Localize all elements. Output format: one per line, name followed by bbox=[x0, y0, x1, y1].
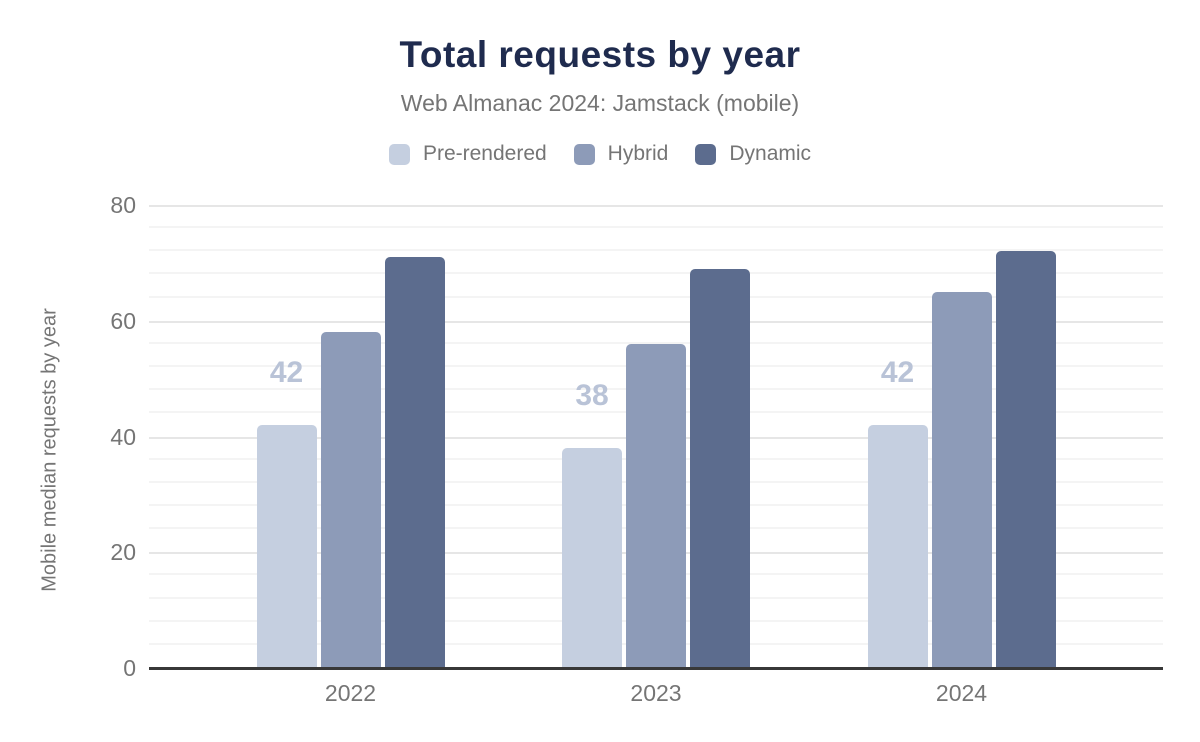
y-axis-title: Mobile median requests by year bbox=[38, 308, 61, 592]
bar-pre-rendered-2022[interactable] bbox=[256, 424, 317, 668]
chart-title: Total requests by year bbox=[399, 34, 801, 75]
bar-pre-rendered-2023[interactable] bbox=[562, 448, 622, 668]
bar-dynamic-2023[interactable] bbox=[690, 268, 750, 668]
gridline-major bbox=[149, 205, 1163, 207]
legend-swatch-pre-rendered bbox=[388, 143, 410, 165]
legend-item-hybrid[interactable]: Hybrid bbox=[573, 142, 669, 166]
y-tick-label-0: 0 bbox=[123, 655, 136, 681]
plot-area: 42 38 42 bbox=[149, 205, 1163, 668]
data-label-2024: 42 bbox=[880, 355, 915, 389]
data-label-2023: 38 bbox=[575, 379, 609, 413]
legend-label-pre-rendered: Pre-rendered bbox=[422, 142, 547, 165]
legend-item-dynamic[interactable]: Dynamic bbox=[695, 142, 811, 166]
bar-dynamic-2022[interactable] bbox=[384, 257, 445, 668]
gridline-minor bbox=[149, 295, 1163, 298]
legend-label-dynamic: Dynamic bbox=[729, 142, 812, 165]
legend: Pre-rendered Hybrid Dynamic bbox=[0, 142, 1200, 166]
bar-hybrid-2022[interactable] bbox=[320, 332, 381, 668]
bar-hybrid-2023[interactable] bbox=[626, 343, 686, 668]
x-axis-labels: 2022 2023 2024 bbox=[149, 668, 1163, 708]
legend-swatch-hybrid bbox=[573, 143, 595, 165]
y-tick-label-80: 80 bbox=[110, 192, 136, 218]
chart-subtitle: Web Almanac 2024: Jamstack (mobile) bbox=[400, 90, 800, 116]
y-tick-label-20: 20 bbox=[110, 539, 136, 566]
legend-swatch-dynamic bbox=[695, 143, 717, 165]
gridline-major bbox=[149, 320, 1163, 323]
y-tick-label-60: 60 bbox=[110, 307, 136, 334]
legend-item-pre-rendered[interactable]: Pre-rendered bbox=[388, 142, 547, 166]
gridline-minor bbox=[149, 249, 1163, 252]
legend-label-hybrid: Hybrid bbox=[607, 142, 669, 165]
gridline-minor bbox=[149, 341, 1163, 344]
y-tick-label-40: 40 bbox=[110, 423, 136, 450]
gridline-minor bbox=[149, 226, 1163, 229]
bar-hybrid-2024[interactable] bbox=[931, 291, 992, 668]
x-axis-line bbox=[149, 667, 1163, 670]
data-label-2022: 42 bbox=[269, 355, 304, 389]
x-axis-label-2023: 2023 bbox=[630, 680, 682, 706]
bar-dynamic-2024[interactable] bbox=[995, 251, 1056, 668]
x-axis-label-2024: 2024 bbox=[935, 680, 988, 706]
bar-pre-rendered-2024[interactable] bbox=[867, 424, 928, 668]
x-axis-label-2022: 2022 bbox=[324, 680, 377, 706]
gridline-minor bbox=[149, 272, 1163, 275]
plot-wrap: 0 20 40 60 80 42 38 42 2022 2023 2024 bbox=[110, 192, 1163, 706]
